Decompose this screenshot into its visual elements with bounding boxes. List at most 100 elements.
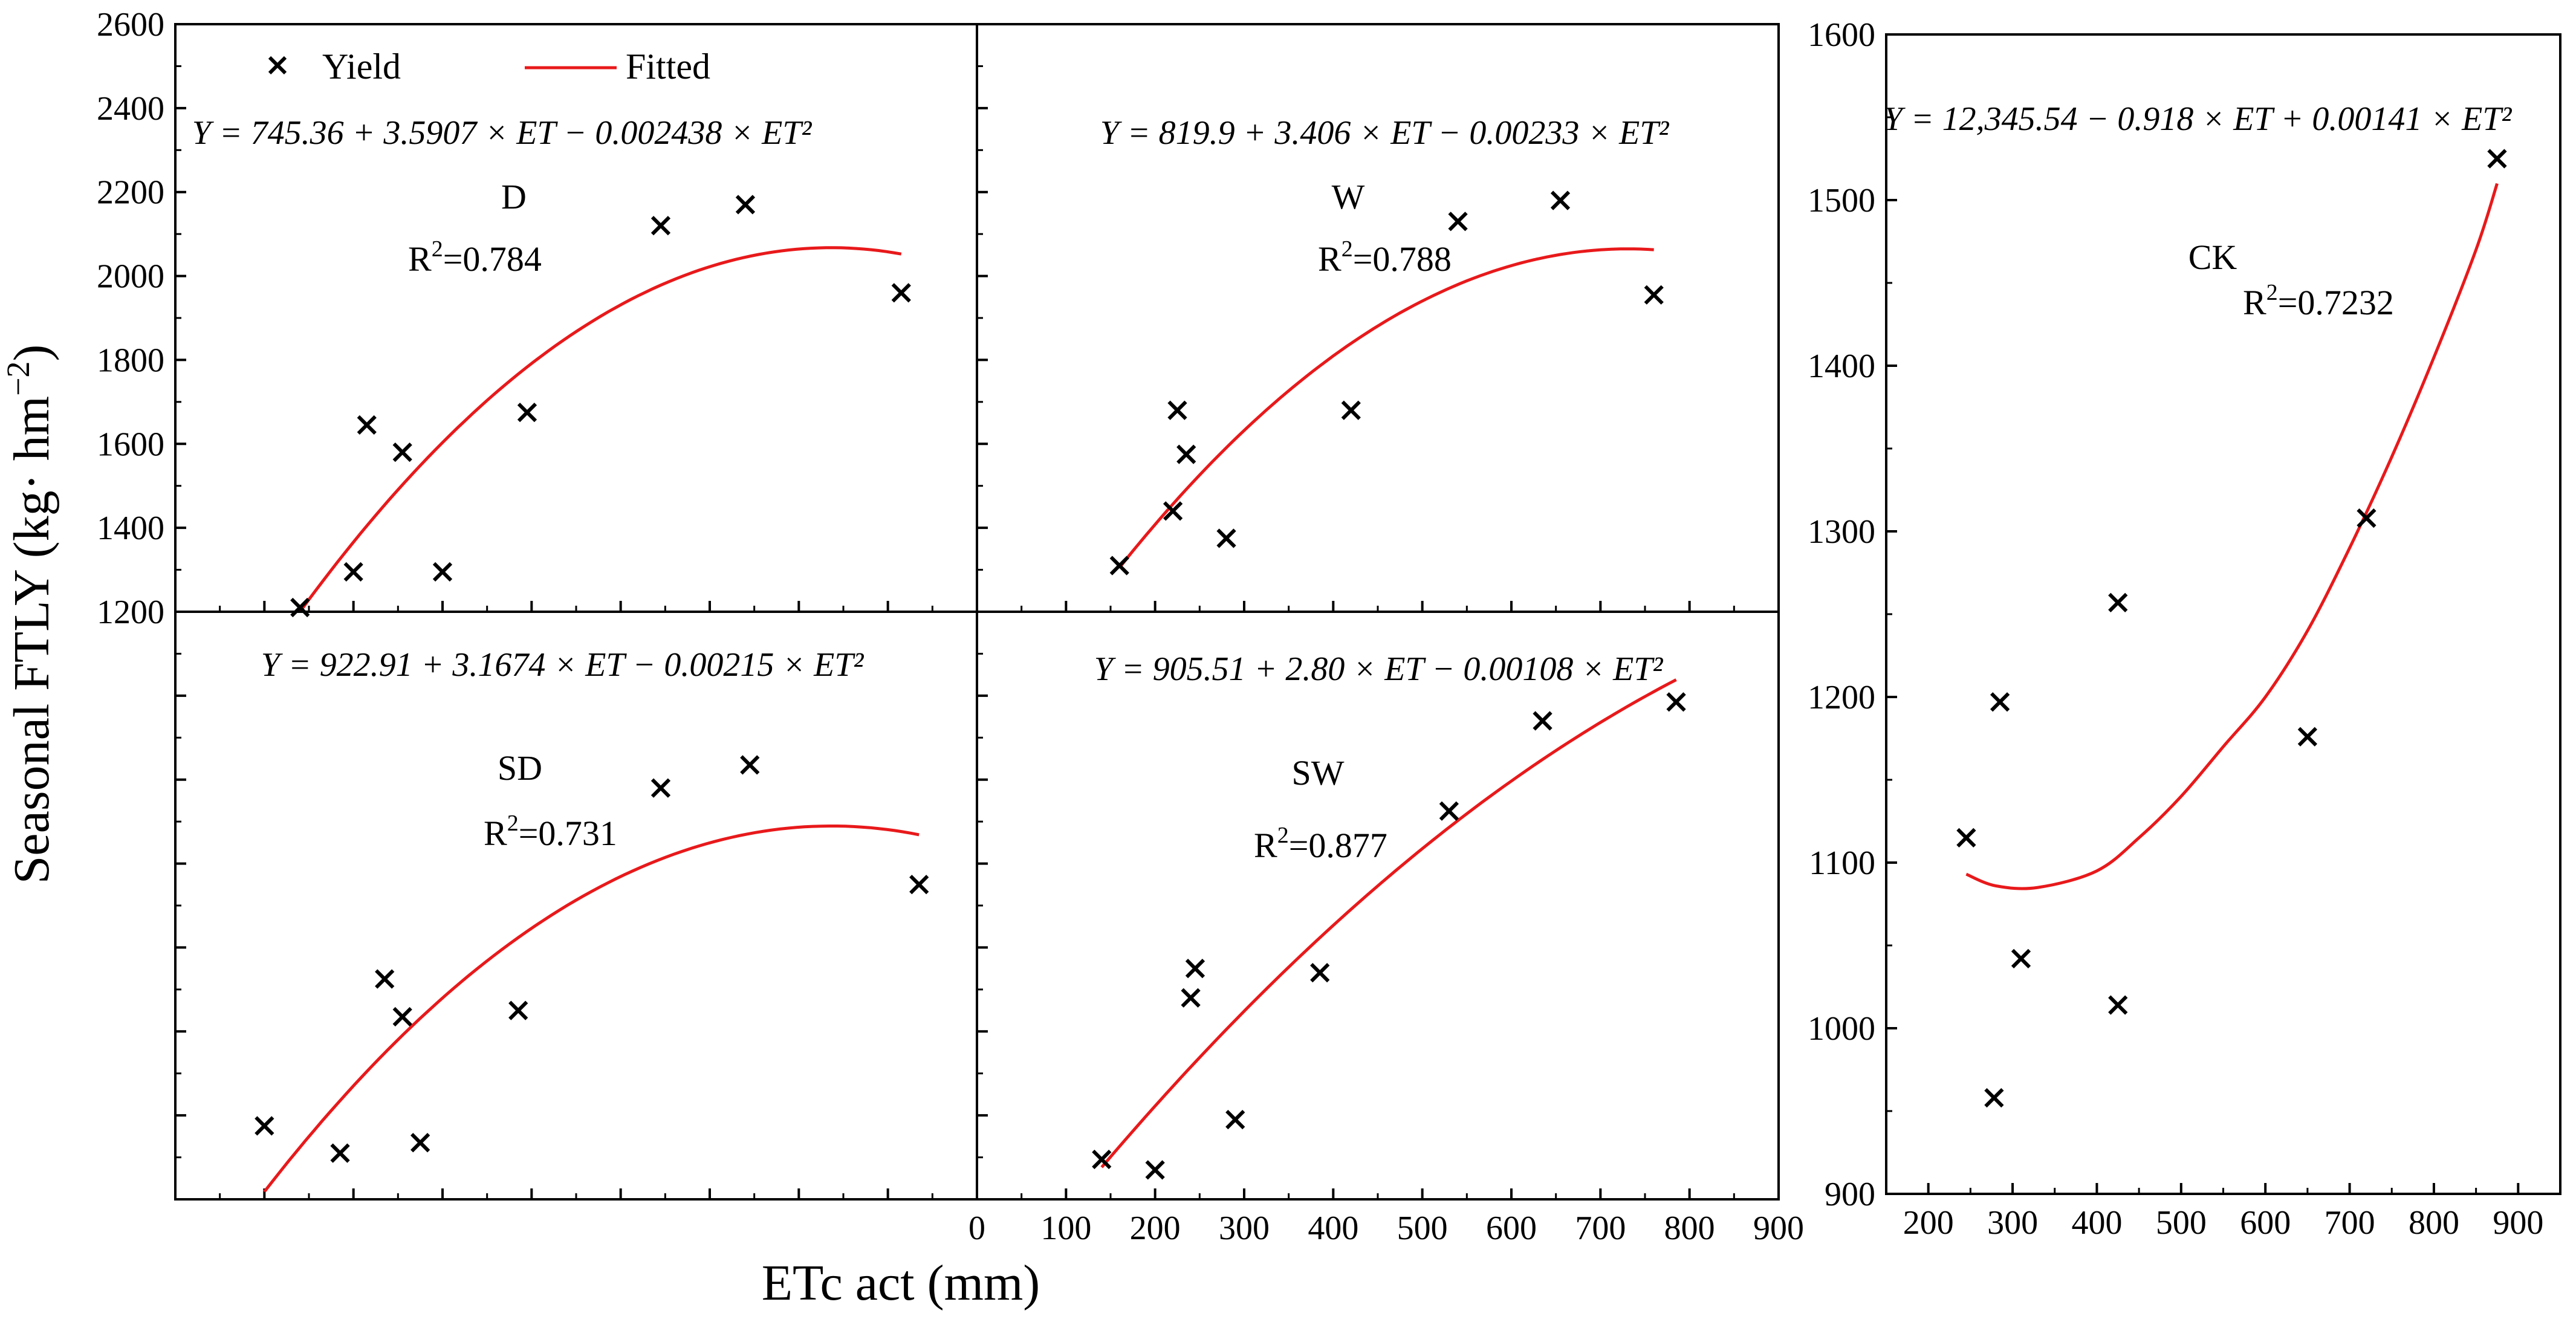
y-tick-label: 2400 (97, 90, 164, 128)
data-point (1109, 556, 1129, 575)
data-point (1167, 400, 1187, 420)
y-tick-label: 1600 (1808, 16, 1875, 54)
panel-frame-sw (976, 611, 1780, 1201)
data-point (1092, 1149, 1112, 1170)
equation-d: Y = 745.36 + 3.5907 × ET − 0.002438 × ET… (192, 114, 813, 152)
x-tick-label: 500 (1397, 1210, 1448, 1247)
x-tick-label: 0 (968, 1210, 985, 1247)
panel-label-sd: SD (498, 748, 542, 788)
y-tick-label: 2000 (97, 258, 164, 296)
r2-sw: R2=0.877 (1254, 823, 1387, 865)
data-point (343, 562, 363, 582)
equation-ck: Y = 12,345.54 − 0.918 × ET + 0.00141 × E… (1884, 100, 2513, 138)
panel-frame-ck (1885, 33, 2561, 1195)
data-point (1550, 190, 1571, 210)
equation-sd: Y = 922.91 + 3.1674 × ET − 0.00215 × ET² (261, 646, 865, 684)
y-tick-label: 1100 (1809, 844, 1875, 882)
data-point (432, 562, 453, 582)
data-point (2011, 948, 2031, 969)
data-point (1163, 501, 1183, 521)
data-point (1225, 1109, 1245, 1130)
x-tick-label: 200 (1130, 1210, 1181, 1247)
data-point (1448, 212, 1468, 232)
x-tick-label: 400 (2071, 1204, 2122, 1242)
x-tick-label: 200 (1903, 1204, 1954, 1242)
data-point (1216, 528, 1236, 548)
data-point (1956, 828, 1976, 848)
data-point (1145, 1160, 1165, 1180)
data-point (1990, 692, 2010, 712)
data-point (357, 415, 377, 435)
x-tick-label: 800 (1664, 1210, 1715, 1247)
data-point (2108, 995, 2128, 1015)
data-point (1176, 444, 1196, 464)
data-point (650, 216, 671, 236)
data-point (2357, 508, 2376, 528)
data-point (1439, 801, 1459, 821)
y-tick-label: 1200 (97, 594, 164, 631)
fit-line-d (299, 246, 902, 613)
data-point (1181, 988, 1201, 1008)
data-point (2487, 149, 2507, 169)
r2-w: R2=0.788 (1318, 236, 1452, 279)
panel-label-w: W (1332, 177, 1365, 216)
x-tick-label: 800 (2409, 1204, 2459, 1242)
equation-w: Y = 819.9 + 3.406 × ET − 0.00233 × ET² (1100, 114, 1670, 152)
data-point (2297, 727, 2317, 747)
data-point (255, 1116, 274, 1136)
y-tick-label: 2600 (97, 6, 164, 44)
data-point (517, 403, 537, 423)
data-point (735, 195, 756, 215)
legend-fitted-label: Fitted (626, 47, 710, 86)
x-tick-label: 700 (1575, 1210, 1626, 1247)
data-point (1341, 400, 1361, 420)
r2-d: R2=0.784 (408, 236, 542, 279)
data-point (650, 778, 671, 798)
data-point (1185, 959, 1205, 979)
panel-frame-d (174, 23, 978, 613)
data-point (1533, 711, 1552, 731)
fit-line-sw (1100, 678, 1677, 1168)
x-tick-label: 700 (2325, 1204, 2375, 1242)
data-point (392, 442, 412, 462)
r2-ck: R2=0.7232 (2243, 280, 2394, 322)
x-tick-label: 100 (1040, 1210, 1091, 1247)
data-point (2108, 592, 2128, 612)
data-point (909, 875, 929, 895)
x-tick-label: 900 (1753, 1210, 1804, 1247)
x-axis-title: ETc act (mm) (762, 1255, 1040, 1311)
fit-line-ck (1965, 183, 2499, 890)
data-point (392, 1006, 412, 1027)
y-tick-label: 900 (1825, 1176, 1875, 1213)
data-point (1644, 285, 1664, 305)
y-axis-title: Seasonal FTLY (kg· hm−2) (0, 345, 60, 884)
y-tick-label: 1800 (97, 342, 164, 379)
y-tick-label: 1400 (97, 510, 164, 547)
y-tick-label: 1000 (1808, 1010, 1875, 1048)
data-point (1984, 1087, 2004, 1108)
panel-label-sw: SW (1292, 753, 1345, 792)
equation-sw: Y = 905.51 + 2.80 × ET − 0.00108 × ET² (1094, 650, 1664, 688)
panel-ck: 900 1000 1100 1200 1300 1400 1500 1600 200 300 400… (1808, 16, 2561, 1242)
x-tick-label: 600 (2240, 1204, 2291, 1242)
data-point (290, 597, 310, 618)
fit-line-sd (263, 825, 920, 1193)
data-point (508, 1000, 528, 1020)
x-tick-label: 400 (1308, 1210, 1358, 1247)
y-tick-label: 1300 (1808, 513, 1875, 551)
y-tick-label: 1600 (97, 426, 164, 463)
panel-sd: Y = 922.91 + 3.1674 × ET − 0.00215 × ET²… (174, 611, 978, 1201)
y-tick-label: 2200 (97, 174, 164, 212)
panel-label-d: D (501, 177, 527, 216)
fit-line-w (1118, 247, 1654, 569)
data-point (740, 755, 760, 775)
x-tick-label: 900 (2493, 1204, 2543, 1242)
x-tick-label: 300 (1987, 1204, 2038, 1242)
legend: Yield Fitted (268, 47, 710, 86)
x-tick-label: 600 (1486, 1210, 1537, 1247)
data-point (891, 283, 911, 303)
data-point (375, 969, 395, 989)
panel-d: 1200 1400 1600 1800 2000 2200 2400 2600 Y = 745.… (97, 6, 978, 631)
